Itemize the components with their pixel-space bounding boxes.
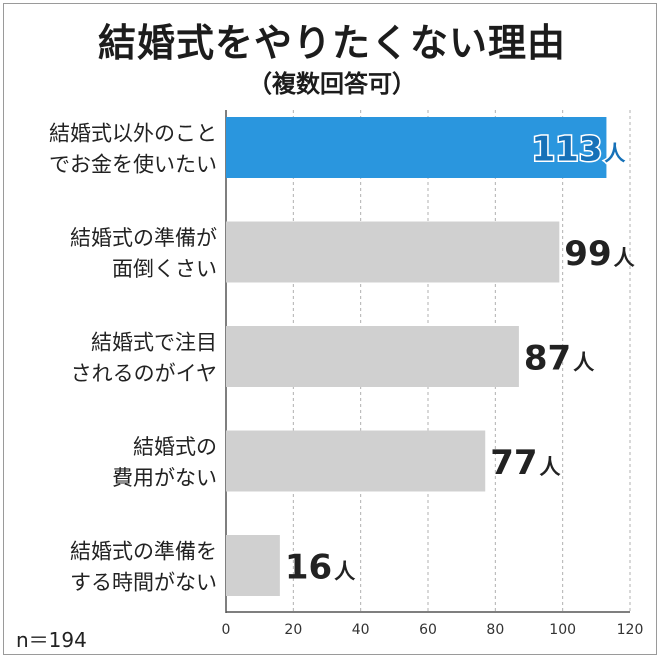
chart-subtitle: （複数回答可） (248, 70, 416, 98)
category-label: でお金を使いたい (49, 153, 217, 177)
value-unit: 人 (540, 455, 561, 479)
x-tick-label: 60 (419, 622, 437, 638)
x-tick-label: 40 (352, 622, 370, 638)
value-label: 87 (524, 339, 571, 379)
category-label: する時間がない (70, 571, 217, 595)
value-unit: 人 (614, 246, 635, 270)
x-tick-label: 100 (549, 622, 576, 638)
x-tick-label: 80 (486, 622, 504, 638)
bar-2 (226, 326, 519, 387)
category-label: 結婚式の準備を (70, 540, 217, 564)
x-tick-label: 20 (284, 622, 302, 638)
bar-3 (226, 430, 486, 492)
x-tick-label: 0 (222, 622, 231, 638)
x-tick-label: 120 (617, 622, 644, 638)
value-label: 16 (285, 548, 332, 588)
bar-4 (226, 535, 280, 596)
category-label: 面倒くさい (112, 257, 217, 281)
value-label: 113 (531, 130, 602, 170)
category-label: 結婚式の (133, 435, 217, 459)
value-unit: 人 (334, 560, 355, 584)
value-label: 99 (564, 234, 611, 274)
value-unit: 人 (573, 351, 594, 375)
category-label: されるのがイヤ (71, 362, 217, 386)
category-label: 結婚式の準備が (70, 226, 217, 250)
category-label: 費用がない (112, 466, 217, 490)
category-label: 結婚式以外のこと (49, 122, 217, 146)
bar-1 (226, 221, 560, 283)
sample-size-note: n＝194 (16, 628, 87, 652)
value-label: 77 (490, 443, 537, 483)
value-unit: 人 (604, 142, 625, 166)
bar-0 (226, 117, 607, 178)
category-label: 結婚式で注目 (91, 331, 217, 355)
chart-title: 結婚式をやりたくない理由 (97, 21, 566, 65)
